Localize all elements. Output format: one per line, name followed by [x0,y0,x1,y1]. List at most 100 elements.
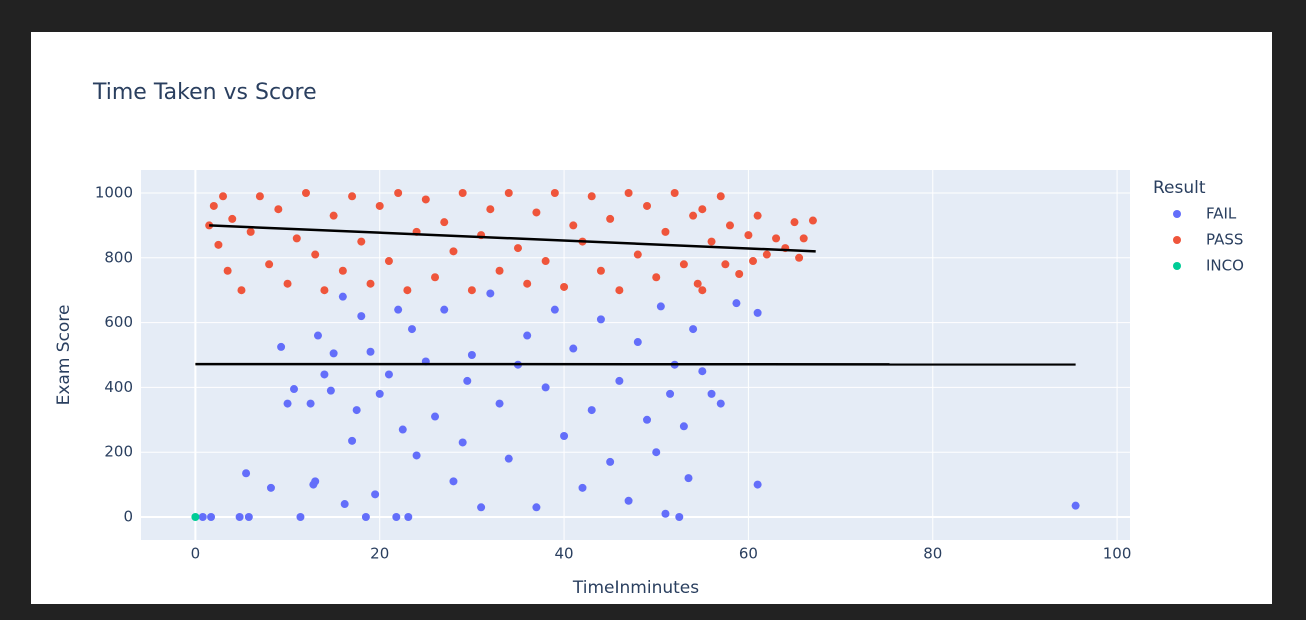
point [327,387,335,395]
point [634,251,642,259]
point [404,513,412,521]
point [698,286,706,294]
point [514,244,522,252]
point [224,267,232,275]
x-tick-label: 60 [739,545,758,563]
point [579,484,587,492]
point [800,234,808,242]
point [551,306,559,314]
x-axis-label: TimeInminutes [572,578,699,598]
y-axis-label: Exam Score [54,305,74,406]
point [675,513,683,521]
point [431,413,439,421]
point [732,299,740,307]
legend-marker[interactable] [1173,236,1181,244]
point [795,254,803,262]
point [763,251,771,259]
legend-label[interactable]: INCO [1206,257,1244,275]
point [708,390,716,398]
x-tick-label: 20 [370,545,389,563]
y-tick-label: 400 [104,378,133,396]
point [449,247,457,255]
point [486,205,494,213]
point [790,218,798,226]
point [348,192,356,200]
point [717,192,725,200]
point [207,513,215,521]
point [191,513,199,521]
y-tick-label: 1000 [95,184,133,202]
point [661,228,669,236]
y-tick-label: 600 [104,313,133,331]
point [408,325,416,333]
point [708,238,716,246]
point [293,234,301,242]
point [726,221,734,229]
point [496,400,504,408]
point [311,477,319,485]
point [376,390,384,398]
point [652,273,660,281]
point [265,260,273,268]
point [532,208,540,216]
point [1072,502,1080,510]
y-tick-label: 0 [123,507,133,525]
point [477,503,485,511]
point [330,349,338,357]
point [754,212,762,220]
point [314,332,322,340]
point [735,270,743,278]
legend-label[interactable]: PASS [1206,231,1243,249]
point [588,406,596,414]
x-tick-label: 80 [923,545,942,563]
point [532,503,540,511]
point [296,513,304,521]
point [689,212,697,220]
point [643,416,651,424]
point [385,257,393,265]
point [542,257,550,265]
point [236,513,244,521]
point [459,438,467,446]
legend-marker[interactable] [1173,262,1181,270]
point [569,221,577,229]
point [362,513,370,521]
point [560,432,568,440]
point [523,280,531,288]
point [367,348,375,356]
point [625,189,633,197]
point [496,267,504,275]
legend-title: Result [1153,178,1206,198]
point [320,286,328,294]
point [274,205,282,213]
y-tick-label: 200 [104,443,133,461]
point [284,280,292,288]
point [698,367,706,375]
point [339,267,347,275]
point [339,293,347,301]
point [449,477,457,485]
point [353,406,361,414]
point [403,286,411,294]
point [399,426,407,434]
point [214,241,222,249]
point [652,448,660,456]
point [394,306,402,314]
point [219,192,227,200]
point [320,370,328,378]
point [684,474,692,482]
point [588,192,596,200]
point [721,260,729,268]
point [256,192,264,200]
legend-label[interactable]: FAIL [1206,205,1237,223]
point [367,280,375,288]
plot-area [141,170,1130,540]
point [717,400,725,408]
legend-marker[interactable] [1173,210,1181,218]
point [671,189,679,197]
point [267,484,275,492]
point [247,228,255,236]
point [597,267,605,275]
point [523,332,531,340]
